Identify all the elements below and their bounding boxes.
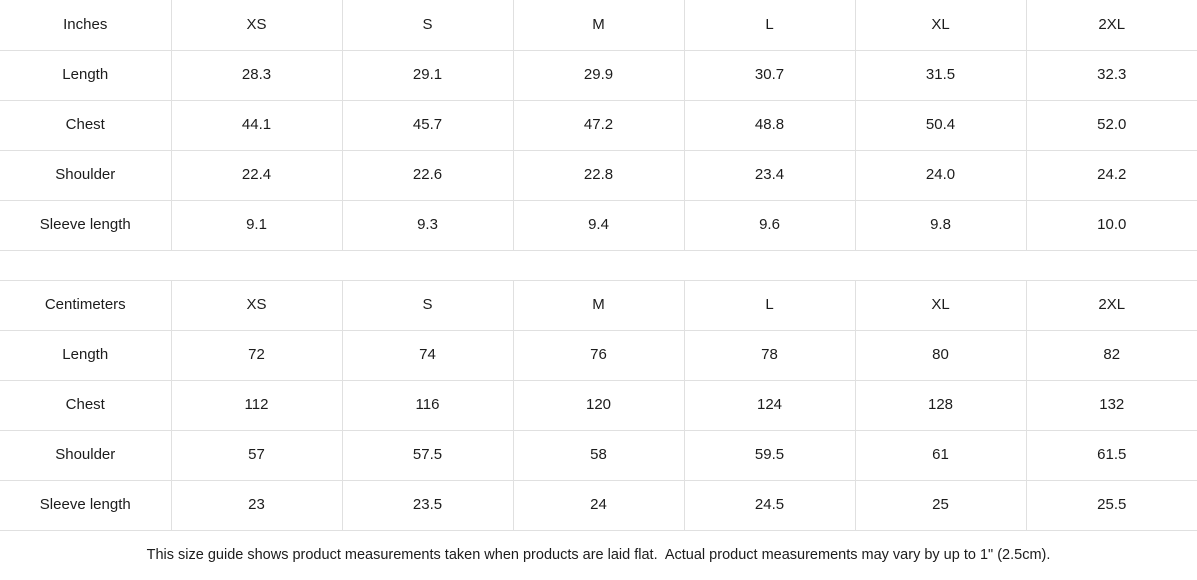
table-row: Shoulder 22.4 22.6 22.8 23.4 24.0 24.2 <box>0 150 1197 201</box>
table-row: Length 28.3 29.1 29.9 30.7 31.5 32.3 <box>0 50 1197 101</box>
centimeters-col-header-2xl: 2XL <box>1026 280 1197 331</box>
row-label-chest: Chest <box>0 100 172 151</box>
cell-cm-shoulder-m: 58 <box>513 430 685 481</box>
cell-cm-shoulder-2xl: 61.5 <box>1026 430 1197 481</box>
cell-cm-length-xs: 72 <box>171 330 343 381</box>
cell-inches-length-m: 29.9 <box>513 50 685 101</box>
cell-cm-shoulder-l: 59.5 <box>684 430 856 481</box>
cell-inches-sleeve-2xl: 10.0 <box>1026 200 1197 251</box>
cell-inches-chest-s: 45.7 <box>342 100 514 151</box>
cell-inches-chest-l: 48.8 <box>684 100 856 151</box>
cell-cm-chest-xl: 128 <box>855 380 1027 431</box>
inches-col-header-l: L <box>684 0 856 51</box>
cell-cm-chest-s: 116 <box>342 380 514 431</box>
inches-col-header-s: S <box>342 0 514 51</box>
cell-cm-chest-l: 124 <box>684 380 856 431</box>
cell-inches-sleeve-l: 9.6 <box>684 200 856 251</box>
row-label-length-cm: Length <box>0 330 172 381</box>
cell-cm-sleeve-m: 24 <box>513 480 685 531</box>
row-label-sleeve-length: Sleeve length <box>0 200 172 251</box>
cell-cm-chest-2xl: 132 <box>1026 380 1197 431</box>
cell-cm-length-m: 76 <box>513 330 685 381</box>
row-label-length: Length <box>0 50 172 101</box>
cell-inches-shoulder-xl: 24.0 <box>855 150 1027 201</box>
inches-col-header-xl: XL <box>855 0 1027 51</box>
centimeters-col-header-l: L <box>684 280 856 331</box>
inches-unit-label: Inches <box>0 0 172 51</box>
cell-cm-chest-m: 120 <box>513 380 685 431</box>
size-guide-footer-row: This size guide shows product measuremen… <box>0 530 1197 580</box>
cell-cm-sleeve-xs: 23 <box>171 480 343 531</box>
cell-inches-chest-2xl: 52.0 <box>1026 100 1197 151</box>
cell-inches-length-s: 29.1 <box>342 50 514 101</box>
cell-inches-chest-m: 47.2 <box>513 100 685 151</box>
cell-inches-length-xs: 28.3 <box>171 50 343 101</box>
centimeters-col-header-xs: XS <box>171 280 343 331</box>
size-guide-note: This size guide shows product measuremen… <box>0 530 1197 580</box>
table-row: Chest 44.1 45.7 47.2 48.8 50.4 52.0 <box>0 100 1197 151</box>
inches-header-row: Inches XS S M L XL 2XL <box>0 0 1197 51</box>
row-label-sleeve-length-cm: Sleeve length <box>0 480 172 531</box>
table-spacer-row <box>0 249 1197 281</box>
cell-cm-shoulder-xs: 57 <box>171 430 343 481</box>
inches-col-header-xs: XS <box>171 0 343 51</box>
table-row: Sleeve length 23 23.5 24 24.5 25 25.5 <box>0 480 1197 531</box>
cell-inches-shoulder-l: 23.4 <box>684 150 856 201</box>
cell-cm-shoulder-xl: 61 <box>855 430 1027 481</box>
cell-inches-sleeve-s: 9.3 <box>342 200 514 251</box>
cell-inches-sleeve-xl: 9.8 <box>855 200 1027 251</box>
cell-inches-shoulder-2xl: 24.2 <box>1026 150 1197 201</box>
cell-cm-shoulder-s: 57.5 <box>342 430 514 481</box>
row-label-shoulder: Shoulder <box>0 150 172 201</box>
table-row: Sleeve length 9.1 9.3 9.4 9.6 9.8 10.0 <box>0 200 1197 251</box>
cell-inches-shoulder-s: 22.6 <box>342 150 514 201</box>
cell-cm-length-s: 74 <box>342 330 514 381</box>
centimeters-header-row: Centimeters XS S M L XL 2XL <box>0 280 1197 331</box>
centimeters-col-header-s: S <box>342 280 514 331</box>
cell-cm-sleeve-xl: 25 <box>855 480 1027 531</box>
cell-inches-chest-xl: 50.4 <box>855 100 1027 151</box>
inches-col-header-2xl: 2XL <box>1026 0 1197 51</box>
cell-cm-length-xl: 80 <box>855 330 1027 381</box>
table-row: Chest 112 116 120 124 128 132 <box>0 380 1197 431</box>
cell-cm-sleeve-s: 23.5 <box>342 480 514 531</box>
row-label-shoulder-cm: Shoulder <box>0 430 172 481</box>
centimeters-col-header-xl: XL <box>855 280 1027 331</box>
cell-inches-sleeve-m: 9.4 <box>513 200 685 251</box>
cell-cm-chest-xs: 112 <box>171 380 343 431</box>
cell-cm-sleeve-2xl: 25.5 <box>1026 480 1197 531</box>
centimeters-unit-label: Centimeters <box>0 280 172 331</box>
cell-inches-sleeve-xs: 9.1 <box>171 200 343 251</box>
table-row: Length 72 74 76 78 80 82 <box>0 330 1197 381</box>
table-row: Shoulder 57 57.5 58 59.5 61 61.5 <box>0 430 1197 481</box>
cell-cm-length-l: 78 <box>684 330 856 381</box>
centimeters-col-header-m: M <box>513 280 685 331</box>
cell-cm-length-2xl: 82 <box>1026 330 1197 381</box>
cell-inches-length-l: 30.7 <box>684 50 856 101</box>
cell-cm-sleeve-l: 24.5 <box>684 480 856 531</box>
row-label-chest-cm: Chest <box>0 380 172 431</box>
cell-inches-chest-xs: 44.1 <box>171 100 343 151</box>
cell-inches-length-xl: 31.5 <box>855 50 1027 101</box>
cell-inches-shoulder-xs: 22.4 <box>171 150 343 201</box>
inches-col-header-m: M <box>513 0 685 51</box>
cell-inches-shoulder-m: 22.8 <box>513 150 685 201</box>
cell-inches-length-2xl: 32.3 <box>1026 50 1197 101</box>
table-spacer-cell <box>0 249 1197 281</box>
